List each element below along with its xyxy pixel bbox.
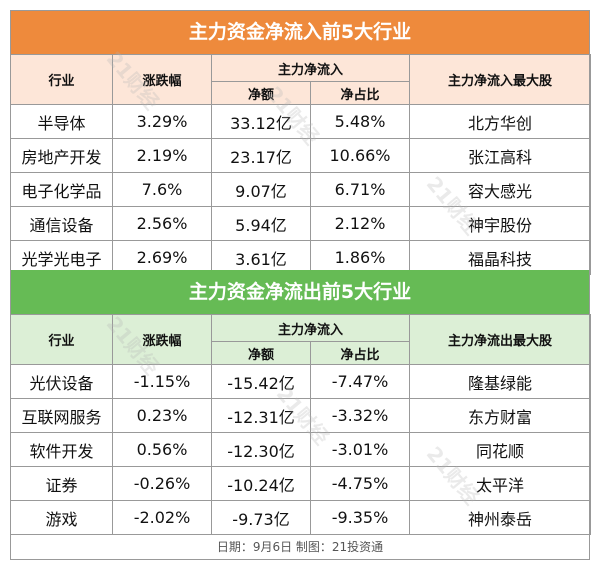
cell-stock: 容大感光: [409, 172, 592, 207]
cell-change: 7.6%: [112, 172, 212, 207]
cell-change: -1.15%: [112, 364, 212, 399]
cell-industry: 证券: [10, 466, 113, 501]
table-row: 半导体 3.29% 33.12亿 5.48% 北方华创: [10, 104, 592, 139]
cell-stock: 北方华创: [409, 104, 592, 139]
header-amount: 净额: [211, 341, 311, 365]
cell-amount: -10.24亿: [211, 466, 311, 501]
cell-industry: 光学光电子: [10, 240, 113, 275]
cell-industry: 房地产开发: [10, 138, 113, 173]
cell-stock: 神州泰岳: [409, 500, 592, 535]
cell-ratio: 5.48%: [309, 104, 411, 139]
cell-industry: 通信设备: [10, 206, 113, 241]
cell-ratio: -9.35%: [309, 500, 411, 535]
header-amount: 净额: [211, 81, 311, 105]
header-top-stock: 主力净流出最大股: [409, 314, 592, 365]
header-group: 主力净流入: [210, 54, 411, 82]
table-row: 光伏设备 -1.15% -15.42亿 -7.47% 隆基绿能: [10, 364, 592, 399]
cell-amount: 33.12亿: [211, 104, 311, 139]
table-row: 电子化学品 7.6% 9.07亿 6.71% 容大感光: [10, 172, 592, 207]
cell-ratio: 2.12%: [309, 206, 411, 241]
cell-amount: 5.94亿: [211, 206, 311, 241]
cell-stock: 福晶科技: [409, 240, 592, 275]
header-change: 涨跌幅: [112, 314, 212, 365]
header-group: 主力净流入: [210, 314, 411, 342]
cell-industry: 游戏: [10, 500, 113, 535]
cell-change: 3.29%: [112, 104, 212, 139]
cell-change: 0.23%: [112, 398, 212, 433]
table-row: 证券 -0.26% -10.24亿 -4.75% 太平洋: [10, 466, 592, 501]
cell-change: -0.26%: [112, 466, 212, 501]
cell-industry: 半导体: [10, 104, 113, 139]
cell-ratio: 6.71%: [309, 172, 411, 207]
header-top-stock: 主力净流入最大股: [409, 54, 592, 105]
inflow-title: 主力资金净流入前5大行业: [10, 10, 590, 54]
cell-stock: 张江高科: [409, 138, 592, 173]
cell-change: 2.19%: [112, 138, 212, 173]
cell-amount: -12.31亿: [211, 398, 311, 433]
header-ratio: 净占比: [309, 81, 411, 105]
header-industry: 行业: [10, 54, 113, 105]
cell-ratio: -3.01%: [309, 432, 411, 467]
cell-ratio: -7.47%: [309, 364, 411, 399]
footer-credit: 日期：9月6日 制图：21投资通: [10, 534, 590, 560]
cell-ratio: -4.75%: [309, 466, 411, 501]
header-change: 涨跌幅: [112, 54, 212, 105]
cell-stock: 同花顺: [409, 432, 592, 467]
table-row: 房地产开发 2.19% 23.17亿 10.66% 张江高科: [10, 138, 592, 173]
cell-change: 2.56%: [112, 206, 212, 241]
cell-change: 0.56%: [112, 432, 212, 467]
cell-amount: 9.07亿: [211, 172, 311, 207]
cell-stock: 神宇股份: [409, 206, 592, 241]
cell-stock: 隆基绿能: [409, 364, 592, 399]
cell-amount: -9.73亿: [211, 500, 311, 535]
table-row: 互联网服务 0.23% -12.31亿 -3.32% 东方财富: [10, 398, 592, 433]
cell-stock: 东方财富: [409, 398, 592, 433]
cell-stock: 太平洋: [409, 466, 592, 501]
cell-amount: -12.30亿: [211, 432, 311, 467]
table-row: 软件开发 0.56% -12.30亿 -3.01% 同花顺: [10, 432, 592, 467]
cell-industry: 光伏设备: [10, 364, 113, 399]
header-industry: 行业: [10, 314, 113, 365]
cell-change: 2.69%: [112, 240, 212, 275]
inflow-table: 行业 涨跌幅 主力净流入 主力净流入最大股 净额 净占比 半导体 3.29% 3…: [10, 54, 592, 275]
cell-amount: -15.42亿: [211, 364, 311, 399]
outflow-table: 行业 涨跌幅 主力净流入 主力净流出最大股 净额 净占比 光伏设备 -1.15%…: [10, 314, 592, 535]
cell-ratio: -3.32%: [309, 398, 411, 433]
cell-industry: 软件开发: [10, 432, 113, 467]
cell-ratio: 10.66%: [309, 138, 411, 173]
table-row: 光学光电子 2.69% 3.61亿 1.86% 福晶科技: [10, 240, 592, 275]
cell-change: -2.02%: [112, 500, 212, 535]
outflow-title: 主力资金净流出前5大行业: [10, 270, 590, 314]
cell-ratio: 1.86%: [309, 240, 411, 275]
cell-amount: 23.17亿: [211, 138, 311, 173]
cell-industry: 电子化学品: [10, 172, 113, 207]
table-row: 通信设备 2.56% 5.94亿 2.12% 神宇股份: [10, 206, 592, 241]
table-row: 游戏 -2.02% -9.73亿 -9.35% 神州泰岳: [10, 500, 592, 535]
cell-industry: 互联网服务: [10, 398, 113, 433]
header-ratio: 净占比: [309, 341, 411, 365]
